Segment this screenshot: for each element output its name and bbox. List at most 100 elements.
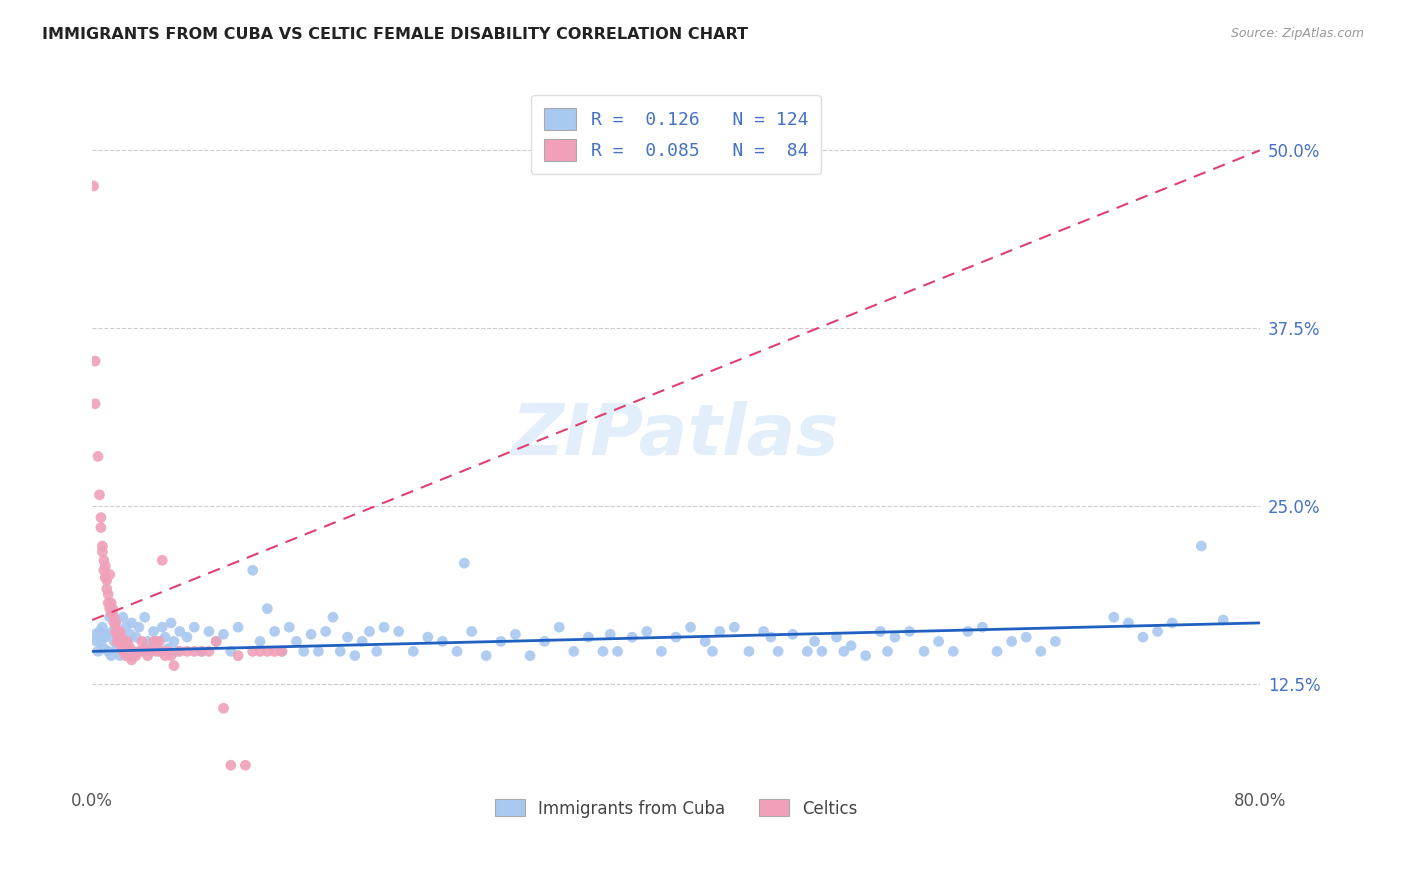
Point [111,644,134,658]
Point [131,634,153,648]
Point [432,634,454,648]
Point [796,644,818,658]
Point [1189,539,1212,553]
Point [118,641,141,656]
Point [120,648,142,663]
Point [89,488,111,502]
Point [142,634,165,648]
Point [101,606,124,620]
Point [121,644,143,658]
Point [150,620,173,634]
Point [96,582,118,596]
Point [1161,615,1184,630]
Point [103,615,125,630]
Point [242,644,264,658]
Point [104,615,127,630]
Point [125,648,148,663]
Point [416,630,439,644]
Point [103,634,125,648]
Point [460,624,482,639]
Point [145,644,167,658]
Point [105,634,128,648]
Point [1029,644,1052,658]
Point [576,630,599,644]
Point [169,644,191,658]
Point [453,556,475,570]
Point [100,596,122,610]
Point [97,644,120,658]
Point [118,644,141,658]
Point [1132,630,1154,644]
Point [150,644,173,658]
Point [198,644,221,658]
Point [212,627,235,641]
Point [163,634,186,648]
Point [219,644,242,658]
Point [84,627,107,641]
Point [120,641,142,656]
Point [100,606,122,620]
Point [134,641,156,656]
Point [112,634,135,648]
Text: IMMIGRANTS FROM CUBA VS CELTIC FEMALE DISABILITY CORRELATION CHART: IMMIGRANTS FROM CUBA VS CELTIC FEMALE DI… [42,27,748,42]
Point [242,563,264,577]
Point [160,648,183,663]
Point [1102,610,1125,624]
Point [107,630,129,644]
Point [105,627,128,641]
Point [142,624,165,639]
Point [103,610,125,624]
Point [226,648,249,663]
Point [1146,624,1168,639]
Point [91,539,114,553]
Point [292,644,315,658]
Point [548,620,571,634]
Point [104,624,127,639]
Point [148,644,170,658]
Point [205,634,228,648]
Point [679,620,702,634]
Point [136,648,159,663]
Point [96,627,118,641]
Point [665,630,688,644]
Point [278,620,301,634]
Point [91,620,114,634]
Point [128,644,150,658]
Point [446,644,468,658]
Point [562,644,585,658]
Point [475,648,498,663]
Point [709,624,731,639]
Point [94,630,117,644]
Point [111,610,134,624]
Point [285,634,308,648]
Point [373,620,395,634]
Point [519,648,541,663]
Point [942,644,965,658]
Point [98,601,121,615]
Point [198,624,221,639]
Point [94,570,117,584]
Point [148,634,170,648]
Point [322,610,344,624]
Point [219,758,242,772]
Point [110,639,132,653]
Point [256,601,278,615]
Point [1118,615,1140,630]
Point [839,639,862,653]
Point [226,620,249,634]
Point [752,624,775,639]
Point [115,634,138,648]
Point [166,644,188,658]
Point [128,620,150,634]
Point [912,644,935,658]
Point [176,630,198,644]
Point [91,545,114,559]
Point [114,648,136,663]
Point [98,567,121,582]
Point [110,630,132,644]
Point [139,641,162,656]
Point [108,634,131,648]
Point [766,644,789,658]
Point [107,624,129,639]
Point [621,630,644,644]
